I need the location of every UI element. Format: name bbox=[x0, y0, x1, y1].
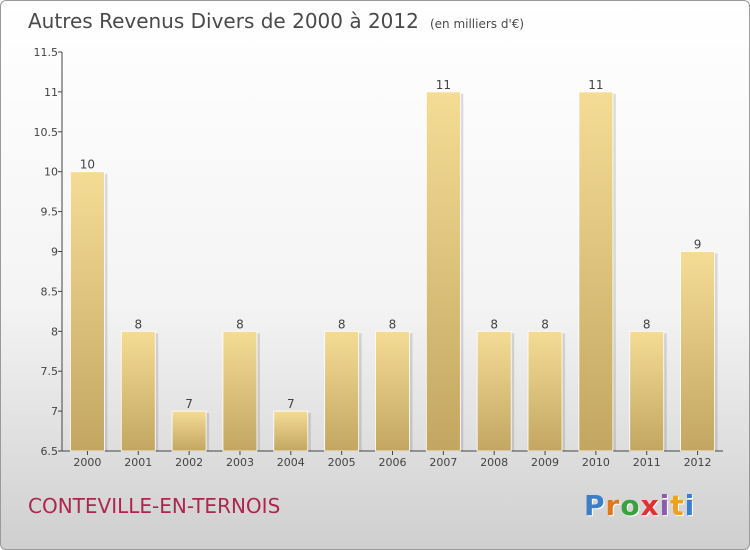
x-tick-label: 2010 bbox=[582, 456, 610, 469]
bar bbox=[527, 330, 563, 452]
y-tick-label: 11 bbox=[44, 86, 58, 99]
x-tick-label: 2006 bbox=[379, 456, 407, 469]
bar-value-label: 8 bbox=[134, 317, 142, 331]
x-tick-label: 2009 bbox=[531, 456, 559, 469]
bar bbox=[324, 330, 360, 452]
logo-letter: x bbox=[640, 489, 660, 522]
logo-letter: o bbox=[620, 489, 641, 522]
x-tick-label: 2005 bbox=[328, 456, 356, 469]
bar-value-label: 11 bbox=[588, 78, 603, 92]
bar-value-label: 7 bbox=[287, 397, 295, 411]
bar-value-label: 9 bbox=[694, 238, 702, 252]
logo-letter: i bbox=[659, 489, 671, 522]
bar bbox=[70, 171, 105, 452]
x-tick-label: 2002 bbox=[175, 456, 203, 469]
y-tick-label: 7.5 bbox=[41, 365, 59, 378]
bar bbox=[375, 330, 410, 452]
bar-value-label: 11 bbox=[436, 78, 451, 92]
y-tick-label: 7 bbox=[51, 405, 58, 418]
y-tick-label: 10.5 bbox=[34, 126, 59, 139]
logo-letter: r bbox=[605, 489, 621, 522]
y-tick-label: 8 bbox=[51, 325, 58, 338]
bar-value-label: 8 bbox=[338, 317, 346, 331]
chart-title: Autres Revenus Divers de 2000 à 2012 bbox=[28, 9, 419, 33]
logo-letter: t bbox=[670, 489, 685, 522]
logo-letter: i bbox=[684, 489, 696, 522]
y-tick-label: 6.5 bbox=[41, 445, 59, 458]
bar bbox=[273, 410, 309, 452]
x-tick-label: 2008 bbox=[480, 456, 508, 469]
x-tick-label: 2012 bbox=[684, 456, 712, 469]
bar-value-label: 8 bbox=[490, 317, 498, 331]
x-tick-label: 2007 bbox=[429, 456, 457, 469]
proxiti-logo: Proxiti bbox=[584, 489, 695, 522]
bar bbox=[578, 91, 614, 452]
bar bbox=[120, 330, 156, 452]
chart-title-block: Autres Revenus Divers de 2000 à 2012 (en… bbox=[28, 9, 524, 33]
x-tick-label: 2000 bbox=[73, 456, 101, 469]
bar bbox=[629, 330, 665, 452]
bar bbox=[476, 330, 512, 452]
bar bbox=[425, 91, 461, 452]
bar-value-label: 7 bbox=[185, 397, 193, 411]
bar-value-label: 8 bbox=[236, 317, 244, 331]
x-tick-label: 2004 bbox=[277, 456, 305, 469]
chart-unit: (en milliers d'€) bbox=[429, 17, 525, 31]
x-tick-label: 2003 bbox=[226, 456, 254, 469]
bar bbox=[680, 251, 715, 452]
location-label: CONTEVILLE-EN-TERNOIS bbox=[28, 494, 281, 518]
y-tick-label: 11.5 bbox=[34, 46, 59, 59]
bar bbox=[171, 410, 207, 452]
y-tick-label: 8.5 bbox=[41, 285, 59, 298]
x-tick-label: 2001 bbox=[124, 456, 152, 469]
bar-value-label: 8 bbox=[389, 317, 397, 331]
y-tick-label: 9.5 bbox=[41, 206, 59, 219]
bar-value-label: 10 bbox=[80, 158, 95, 172]
bar-value-label: 8 bbox=[643, 317, 651, 331]
bar bbox=[222, 330, 258, 452]
logo-letter: P bbox=[584, 489, 606, 522]
y-tick-label: 9 bbox=[51, 246, 58, 259]
y-tick-label: 10 bbox=[44, 166, 58, 179]
bar-value-label: 8 bbox=[541, 317, 549, 331]
x-tick-label: 2011 bbox=[633, 456, 661, 469]
